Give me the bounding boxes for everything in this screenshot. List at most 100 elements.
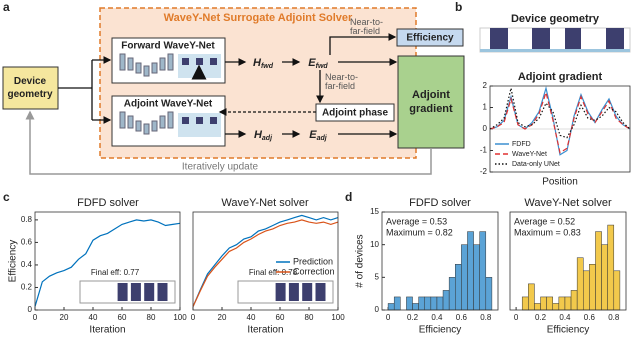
y-tick-label: 15 <box>370 207 379 216</box>
y-tick-label: 0 <box>28 305 33 314</box>
legend-label: FDFD <box>512 141 531 148</box>
x-tick-label: 0 <box>33 313 38 322</box>
plot-frame <box>34 211 181 311</box>
chart-title: FDFD solver <box>409 197 471 209</box>
legend-label: WaveY-Net <box>512 151 547 158</box>
y-tick-label: 0 <box>483 124 488 133</box>
y-tick-label: 0.8 <box>21 215 33 224</box>
x-tick-label: 0 <box>191 313 196 322</box>
y-tick-label: -2 <box>480 167 488 176</box>
hist-bar <box>552 303 560 311</box>
inset-block <box>157 283 168 301</box>
y-tick-label: 10 <box>370 240 379 249</box>
hist-bar <box>558 296 566 311</box>
efficiency-box <box>396 28 464 47</box>
hist-bar <box>461 244 468 311</box>
annotation: Maximum = 0.82 <box>386 227 453 237</box>
plot-frame <box>192 211 339 311</box>
hist-bar <box>479 231 487 311</box>
chart-title: FDFD solver <box>77 197 139 209</box>
hist-bar <box>595 231 602 311</box>
plot-frame <box>381 211 499 311</box>
data-line <box>489 88 631 139</box>
inset-block <box>288 283 299 301</box>
hist-bar <box>473 244 480 311</box>
unet-icon <box>119 53 174 135</box>
x-tick-label: 0.8 <box>480 313 492 322</box>
x-tick-label: 40 <box>247 313 256 322</box>
legend-label: Prediction <box>293 256 333 266</box>
panel-label: c <box>3 190 10 204</box>
hist-bar <box>455 264 462 311</box>
hist-bar <box>570 290 578 311</box>
solver-title: WaveY-Net Surrogate Adjoint Solver <box>164 12 353 24</box>
x-axis-label: Position <box>542 177 578 188</box>
x-tick-label: 80 <box>147 313 156 322</box>
annotation: Final eff: 0.77 <box>91 268 140 277</box>
x-axis-label: Iteration <box>89 325 125 336</box>
hist-bar <box>521 296 529 311</box>
e-adj: Eadj <box>309 129 328 142</box>
x-tick-label: 60 <box>118 313 127 322</box>
hist-bar <box>467 231 474 311</box>
y-tick-label: 2 <box>483 81 488 90</box>
arrow <box>58 60 93 120</box>
panel-label: d <box>345 190 352 204</box>
x-tick-label: 0 <box>386 313 391 322</box>
near-far-label: Near-to-far-field <box>325 72 358 91</box>
device-box <box>2 66 59 110</box>
hist-bar <box>576 257 584 311</box>
y-axis-label: # of devices <box>355 234 366 287</box>
h-fwd: Hfwd <box>253 57 274 70</box>
hist-bar <box>528 283 535 311</box>
data-line <box>192 219 339 307</box>
x-tick-label: 80 <box>305 313 314 322</box>
x-tick-label: 0.6 <box>456 313 468 322</box>
geometry-title: Device geometry <box>511 13 600 25</box>
arrow <box>329 33 397 55</box>
adjoint-gradient-label: Adjoint gradient <box>409 89 453 115</box>
adjoint-title: Adjoint WaveY-Net <box>124 99 213 110</box>
hist-bar <box>393 296 401 311</box>
x-tick-label: 100 <box>173 313 187 322</box>
x-tick-label: 0.2 <box>535 313 547 322</box>
y-tick-label: 0.4 <box>21 260 33 269</box>
x-tick-label: 40 <box>89 313 98 322</box>
device-label: Device geometry <box>7 76 52 100</box>
hist-bar <box>534 303 541 311</box>
annotation: Maximum = 0.83 <box>514 227 581 237</box>
inset-block <box>130 283 141 301</box>
annotation: Final eff: 0.78 <box>249 268 298 277</box>
legend-label: Correction <box>293 266 335 276</box>
hist-bar <box>613 270 621 311</box>
near-far-label: Near-to-far-field <box>350 17 383 36</box>
adjoint-gradient-box <box>397 55 465 149</box>
hist-bar <box>583 270 590 311</box>
loop-label: Iteratively update <box>182 162 259 173</box>
hist-bar <box>406 296 413 311</box>
hist-bar <box>601 244 608 311</box>
y-tick-label: -1 <box>480 146 488 155</box>
hist-bar <box>607 224 615 311</box>
h-adj: Hadj <box>254 129 273 142</box>
e-fwd: Efwd <box>308 57 328 70</box>
hist-bar <box>418 296 425 311</box>
hist-bar <box>387 303 395 311</box>
data-line <box>489 90 631 154</box>
legend-label: Data-only UNet <box>512 161 560 168</box>
x-tick-label: 0.2 <box>407 313 419 322</box>
annotation: Average = 0.53 <box>386 216 447 226</box>
x-tick-label: 0 <box>514 313 519 322</box>
hist-bar <box>485 277 493 311</box>
hist-bar <box>424 296 432 311</box>
x-tick-label: 60 <box>276 313 285 322</box>
inset-block <box>144 283 155 301</box>
x-tick-label: 0.6 <box>584 313 596 322</box>
x-tick-label: 100 <box>331 313 345 322</box>
panel-label: a <box>3 0 10 14</box>
x-tick-label: 20 <box>60 313 69 322</box>
data-line <box>489 85 631 156</box>
x-tick-label: 0.8 <box>608 313 620 322</box>
hist-bar <box>436 296 444 311</box>
